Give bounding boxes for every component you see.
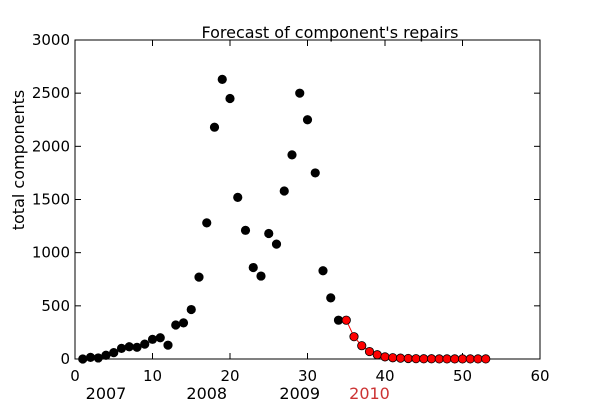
axis-ticks: 0 10 20 30 40 50 60 0 500 1000 1500 2000 2500 3000 xyxy=(32,31,550,385)
data-point xyxy=(465,354,475,364)
data-point xyxy=(372,350,382,360)
data-point xyxy=(233,192,243,202)
y-tick-label: 3000 xyxy=(32,31,70,49)
data-point xyxy=(481,354,491,364)
data-point xyxy=(395,353,406,363)
data-point xyxy=(426,354,437,364)
data-point xyxy=(357,341,367,351)
data-point xyxy=(93,353,103,363)
data-point xyxy=(248,262,258,273)
data-point xyxy=(217,74,227,84)
data-point xyxy=(310,168,320,178)
data-point xyxy=(271,239,282,249)
data-point xyxy=(434,354,444,364)
data-point xyxy=(326,293,336,303)
year-label: 2010 xyxy=(349,384,390,400)
x-tick-label: 10 xyxy=(143,367,162,385)
x-tick-label: 30 xyxy=(298,367,317,385)
data-point xyxy=(341,315,351,325)
data-point xyxy=(140,339,150,349)
x-tick-label: 20 xyxy=(220,367,239,385)
y-tick-label: 1000 xyxy=(32,244,70,262)
data-point xyxy=(171,320,181,330)
data-point xyxy=(132,342,142,352)
x-tick-label: 0 xyxy=(70,367,80,385)
x-tick-label: 60 xyxy=(530,367,549,385)
data-point xyxy=(240,225,251,235)
data-point xyxy=(279,186,289,196)
plot-area xyxy=(74,39,541,360)
data-point xyxy=(124,342,134,352)
y-tick-label: 1500 xyxy=(32,191,70,209)
data-point xyxy=(163,340,173,350)
data-point xyxy=(264,228,274,239)
data-point xyxy=(109,348,119,358)
data-point xyxy=(186,304,196,315)
data-point xyxy=(318,266,328,276)
year-labels: 2007 2008 2009 2010 xyxy=(86,384,390,400)
data-point xyxy=(155,333,165,343)
x-tick-label: 40 xyxy=(375,367,394,385)
y-tick-label: 2500 xyxy=(32,84,70,102)
data-point xyxy=(333,315,344,325)
y-axis-label: total components xyxy=(9,90,28,231)
data-point xyxy=(457,354,468,364)
data-point xyxy=(380,352,390,362)
data-point xyxy=(101,350,111,360)
year-label: 2008 xyxy=(186,384,227,400)
data-point xyxy=(194,272,204,282)
data-point xyxy=(388,353,398,363)
data-point xyxy=(225,93,235,104)
data-point xyxy=(442,354,452,364)
data-point xyxy=(287,150,297,160)
data-point xyxy=(147,334,158,344)
data-point xyxy=(302,115,313,125)
data-point xyxy=(85,352,96,363)
data-point xyxy=(349,332,359,342)
data-point xyxy=(411,354,421,364)
data-point xyxy=(78,354,88,364)
data-point xyxy=(403,353,413,364)
chart-title: Forecast of component's repairs xyxy=(201,23,458,42)
data-point xyxy=(450,354,460,364)
data-point xyxy=(209,122,220,132)
y-tick-label: 500 xyxy=(41,297,70,315)
year-label: 2009 xyxy=(279,384,320,400)
data-point xyxy=(116,343,127,353)
data-point xyxy=(419,354,429,364)
y-tick-label: 2000 xyxy=(32,137,70,155)
year-label: 2007 xyxy=(86,384,127,400)
data-point xyxy=(364,346,375,357)
data-point xyxy=(178,318,189,328)
y-tick-label: 0 xyxy=(60,350,70,368)
data-series xyxy=(78,74,491,364)
data-point xyxy=(295,88,305,98)
data-point xyxy=(256,271,266,281)
data-point xyxy=(473,354,483,364)
data-point xyxy=(202,218,212,228)
x-tick-label: 50 xyxy=(453,367,472,385)
